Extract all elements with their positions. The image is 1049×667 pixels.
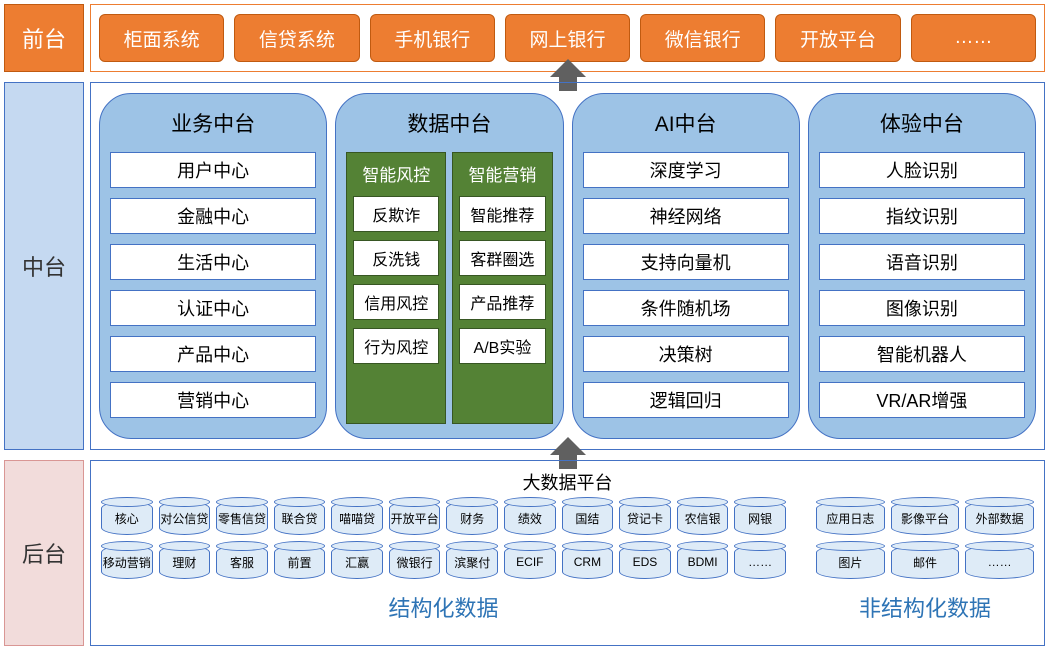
back-tier-label: 后台 [4,460,84,646]
cyl: …… [965,545,1034,579]
front-item: 网上银行 [505,14,630,62]
risk-col: 智能风控 反欺诈 反洗钱 信用风控 行为风控 [346,152,446,424]
unstruct-row-1: 应用日志 影像平台 外部数据 [816,501,1034,535]
cyl: 影像平台 [891,501,960,535]
cyl: 图片 [816,545,885,579]
structured-label: 结构化数据 [101,579,786,623]
biz-item: 金融中心 [110,198,316,234]
biz-platform-title: 业务中台 [110,106,316,142]
cyl: 对公信贷 [159,501,211,535]
data-platform: 数据中台 智能风控 反欺诈 反洗钱 信用风控 行为风控 智能营销 智能推荐 客群… [335,93,563,439]
back-tier-row: 后台 大数据平台 核心 对公信贷 零售信贷 联合贷 喵喵贷 开放平台 财务 绩效… [4,460,1045,646]
cyl: BDMI [677,545,729,579]
bigdata-title: 大数据平台 [101,467,1034,501]
cyl: 联合贷 [274,501,326,535]
ai-item: 逻辑回归 [583,382,789,418]
biz-item: 认证中心 [110,290,316,326]
ux-platform-title: 体验中台 [819,106,1025,142]
cyl: 客服 [216,545,268,579]
ux-item: 图像识别 [819,290,1025,326]
risk-item: 行为风控 [353,328,439,364]
ai-platform-title: AI中台 [583,106,789,142]
marketing-item: 产品推荐 [459,284,545,320]
front-item: 微信银行 [640,14,765,62]
front-item: 信贷系统 [234,14,359,62]
marketing-item: 客群圈选 [459,240,545,276]
cyl: 理财 [159,545,211,579]
front-item: 开放平台 [775,14,900,62]
middle-tier-row: 中台 业务中台 用户中心 金融中心 生活中心 认证中心 产品中心 营销中心 数据… [4,82,1045,450]
cyl: 贷记卡 [619,501,671,535]
ai-platform: AI中台 深度学习 神经网络 支持向量机 条件随机场 决策树 逻辑回归 [572,93,800,439]
risk-item: 反欺诈 [353,196,439,232]
biz-item: 生活中心 [110,244,316,280]
cyl: 滨聚付 [446,545,498,579]
cyl: 零售信贷 [216,501,268,535]
risk-item: 信用风控 [353,284,439,320]
data-platform-inner: 智能风控 反欺诈 反洗钱 信用风控 行为风控 智能营销 智能推荐 客群圈选 产品… [346,152,552,424]
cyl: 微银行 [389,545,441,579]
marketing-item: A/B实验 [459,328,545,364]
ux-item: 语音识别 [819,244,1025,280]
marketing-title: 智能营销 [459,159,545,188]
cyl: 喵喵贷 [331,501,383,535]
cyl: 移动营销 [101,545,153,579]
cyl: 外部数据 [965,501,1034,535]
unstructured-label: 非结构化数据 [816,579,1034,623]
unstruct-row-2: 图片 邮件 …… [816,545,1034,579]
cyl: 邮件 [891,545,960,579]
ux-item: VR/AR增强 [819,382,1025,418]
back-tier-content: 大数据平台 核心 对公信贷 零售信贷 联合贷 喵喵贷 开放平台 财务 绩效 国结… [90,460,1045,646]
marketing-col: 智能营销 智能推荐 客群圈选 产品推荐 A/B实验 [452,152,552,424]
struct-row-2: 移动营销 理财 客服 前置 汇赢 微银行 滨聚付 ECIF CRM EDS BD… [101,545,786,579]
risk-item: 反洗钱 [353,240,439,276]
ux-item: 智能机器人 [819,336,1025,372]
cyl: CRM [562,545,614,579]
ai-item: 神经网络 [583,198,789,234]
marketing-item: 智能推荐 [459,196,545,232]
risk-title: 智能风控 [353,159,439,188]
cyl: 核心 [101,501,153,535]
front-item: 手机银行 [370,14,495,62]
biz-item: 产品中心 [110,336,316,372]
ai-item: 深度学习 [583,152,789,188]
ux-item: 人脸识别 [819,152,1025,188]
arrow-up-icon [550,437,586,455]
biz-platform: 业务中台 用户中心 金融中心 生活中心 认证中心 产品中心 营销中心 [99,93,327,439]
front-item-more: …… [911,14,1036,62]
unstructured-block: 应用日志 影像平台 外部数据 图片 邮件 …… 非结构化数据 [816,501,1034,623]
cyl: 开放平台 [389,501,441,535]
front-tier-row: 前台 柜面系统 信贷系统 手机银行 网上银行 微信银行 开放平台 …… [4,4,1045,72]
front-item: 柜面系统 [99,14,224,62]
cyl: 网银 [734,501,786,535]
cyl: 国结 [562,501,614,535]
ai-item: 支持向量机 [583,244,789,280]
front-tier-label: 前台 [4,4,84,72]
cyl: 财务 [446,501,498,535]
back-inner: 核心 对公信贷 零售信贷 联合贷 喵喵贷 开放平台 财务 绩效 国结 贷记卡 农… [101,501,1034,623]
cyl: 绩效 [504,501,556,535]
cyl: 应用日志 [816,501,885,535]
ux-platform: 体验中台 人脸识别 指纹识别 语音识别 图像识别 智能机器人 VR/AR增强 [808,93,1036,439]
ai-item: 决策树 [583,336,789,372]
cyl: EDS [619,545,671,579]
biz-item: 用户中心 [110,152,316,188]
structured-block: 核心 对公信贷 零售信贷 联合贷 喵喵贷 开放平台 财务 绩效 国结 贷记卡 农… [101,501,786,623]
cyl: 前置 [274,545,326,579]
cyl: …… [734,545,786,579]
ai-item: 条件随机场 [583,290,789,326]
middle-tier-label: 中台 [4,82,84,450]
cyl: 农信银 [677,501,729,535]
cyl: 汇赢 [331,545,383,579]
data-platform-title: 数据中台 [346,106,552,142]
cyl: ECIF [504,545,556,579]
ux-item: 指纹识别 [819,198,1025,234]
biz-item: 营销中心 [110,382,316,418]
arrow-up-icon [550,59,586,77]
middle-tier-content: 业务中台 用户中心 金融中心 生活中心 认证中心 产品中心 营销中心 数据中台 … [90,82,1045,450]
struct-row-1: 核心 对公信贷 零售信贷 联合贷 喵喵贷 开放平台 财务 绩效 国结 贷记卡 农… [101,501,786,535]
